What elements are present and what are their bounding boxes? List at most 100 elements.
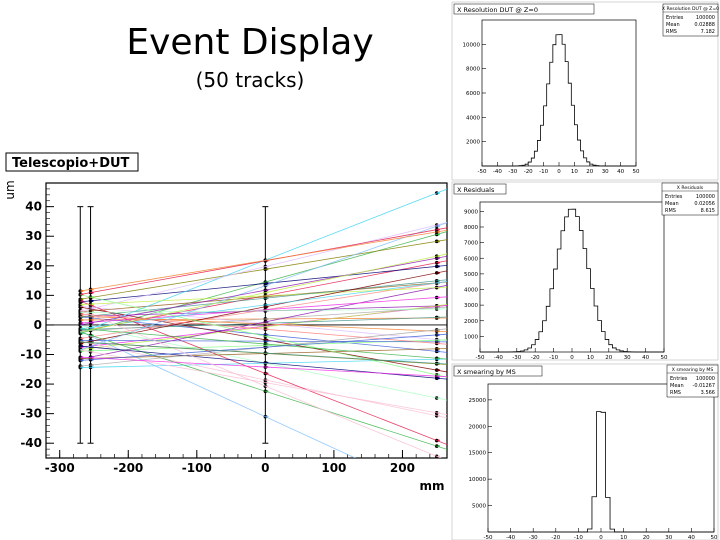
hist-y-tick-label: 10000 xyxy=(469,477,487,483)
main-xlabel: mm xyxy=(419,479,444,493)
track-line xyxy=(80,294,447,378)
hist-x-tick-label: -40 xyxy=(506,535,515,540)
hist-x-tick-label: -30 xyxy=(512,355,521,361)
hist-y-tick-label: 1000 xyxy=(464,334,478,340)
histogram-panel: X Residuals X Residuals Entries 100000 Mean 0… xyxy=(451,181,719,361)
track-line xyxy=(80,296,447,324)
hist-x-tick-label: -10 xyxy=(539,169,548,175)
stats-value: 100000 xyxy=(696,376,715,382)
stats-title: X Residuals xyxy=(677,185,704,191)
hist-x-tick-label: 20 xyxy=(586,169,593,175)
track-line xyxy=(80,227,447,295)
track-line xyxy=(80,284,447,360)
stats-label: RMS xyxy=(666,29,677,35)
y-tick-label: 30 xyxy=(25,229,42,243)
x-tick-label: 100 xyxy=(321,461,346,475)
hit-point xyxy=(78,302,83,307)
stats-label: Mean xyxy=(666,22,680,28)
hist-x-tick-label: -20 xyxy=(531,355,540,361)
track-line xyxy=(80,316,447,353)
stats-label: RMS xyxy=(670,390,681,396)
hist-x-tick-label: 10 xyxy=(620,535,627,540)
stats-box xyxy=(661,182,719,216)
stats-value: 8.615 xyxy=(701,208,715,214)
x-tick-label: 0 xyxy=(261,461,269,475)
track-line xyxy=(80,281,447,330)
hit-point xyxy=(78,289,83,293)
y-tick-label: 0 xyxy=(34,318,42,332)
hist-x-tick-label: -50 xyxy=(476,355,485,361)
hist-y-tick-label: 7000 xyxy=(464,241,478,247)
stats-label: Entries xyxy=(666,15,684,21)
stats-label: RMS xyxy=(665,208,676,214)
hist-x-tick-label: 40 xyxy=(617,169,624,175)
y-tick-label: -30 xyxy=(20,407,42,421)
x-tick-label: -100 xyxy=(182,461,212,475)
histogram-frame xyxy=(487,383,715,533)
hist-y-tick-label: 6000 xyxy=(464,256,478,262)
hist-x-tick-label: -20 xyxy=(551,535,560,540)
track-line xyxy=(80,229,447,292)
histogram-panel: X smearing by MS X smearing by MS Entries 1… xyxy=(451,363,719,540)
hist-x-tick-label: -40 xyxy=(493,169,502,175)
y-tick-label: -20 xyxy=(20,377,42,391)
hist-y-tick-label: 20000 xyxy=(469,424,487,430)
hist-y-tick-label: 8000 xyxy=(464,225,478,231)
hit-point xyxy=(78,355,83,360)
stats-label: Entries xyxy=(670,376,688,382)
hist-x-tick-label: 30 xyxy=(624,355,631,361)
stats-value: 0.02056 xyxy=(694,201,715,207)
track-line xyxy=(80,340,447,419)
hist-x-tick-label: 0 xyxy=(557,169,561,175)
y-tick-label: 10 xyxy=(25,288,42,302)
hist-y-tick-label: 6000 xyxy=(466,91,480,97)
histogram-title: X Residuals xyxy=(457,186,495,194)
hit-point xyxy=(78,312,83,316)
histogram-bars xyxy=(488,411,714,533)
stats-box xyxy=(662,3,719,37)
track-line xyxy=(80,253,447,333)
track-line xyxy=(80,286,447,306)
stats-value: 0.02888 xyxy=(694,22,715,28)
hist-x-tick-label: 0 xyxy=(570,355,574,361)
y-tick-label: -40 xyxy=(20,436,42,450)
hist-y-tick-label: 3000 xyxy=(464,303,478,309)
histogram-bars xyxy=(480,208,664,353)
hist-x-tick-label: 50 xyxy=(633,169,640,175)
track-line xyxy=(80,231,447,334)
hist-x-tick-label: 30 xyxy=(602,169,609,175)
stats-label: Mean xyxy=(665,201,679,207)
track-line xyxy=(80,356,447,378)
hist-x-tick-label: -10 xyxy=(549,355,558,361)
hit-point xyxy=(78,358,83,363)
hist-x-tick-label: -30 xyxy=(529,535,538,540)
stats-value: 7.182 xyxy=(701,29,715,35)
track-line xyxy=(80,306,447,332)
track-line xyxy=(80,304,447,350)
stats-value: 100000 xyxy=(696,194,715,200)
main-title: Telescopio+DUT xyxy=(12,156,130,171)
hit-point xyxy=(78,364,83,368)
hit-point xyxy=(78,318,83,322)
histogram-frame xyxy=(479,201,665,353)
track-line xyxy=(80,309,442,458)
y-tick-label: -10 xyxy=(20,348,42,362)
hist-y-tick-label: 15000 xyxy=(469,451,487,457)
track-line xyxy=(80,340,447,343)
histogram-title: X Resolution DUT @ Z=0 xyxy=(457,6,538,14)
track-line xyxy=(80,281,447,313)
x-tick-label: -300 xyxy=(45,461,75,475)
histogram-title-box xyxy=(453,183,507,195)
histogram-panel: X Resolution DUT @ Z=0 X Resolution DUT @… xyxy=(451,1,719,181)
hist-x-tick-label: -40 xyxy=(494,355,503,361)
hist-y-tick-label: 9000 xyxy=(464,209,478,215)
stats-label: Entries xyxy=(665,194,683,200)
stats-value: 100000 xyxy=(696,15,715,21)
stats-label: Mean xyxy=(670,383,684,389)
histogram-bars xyxy=(482,34,636,167)
track-line xyxy=(80,222,447,351)
histogram-title: X smearing by MS xyxy=(457,368,516,376)
track-line xyxy=(80,341,447,365)
